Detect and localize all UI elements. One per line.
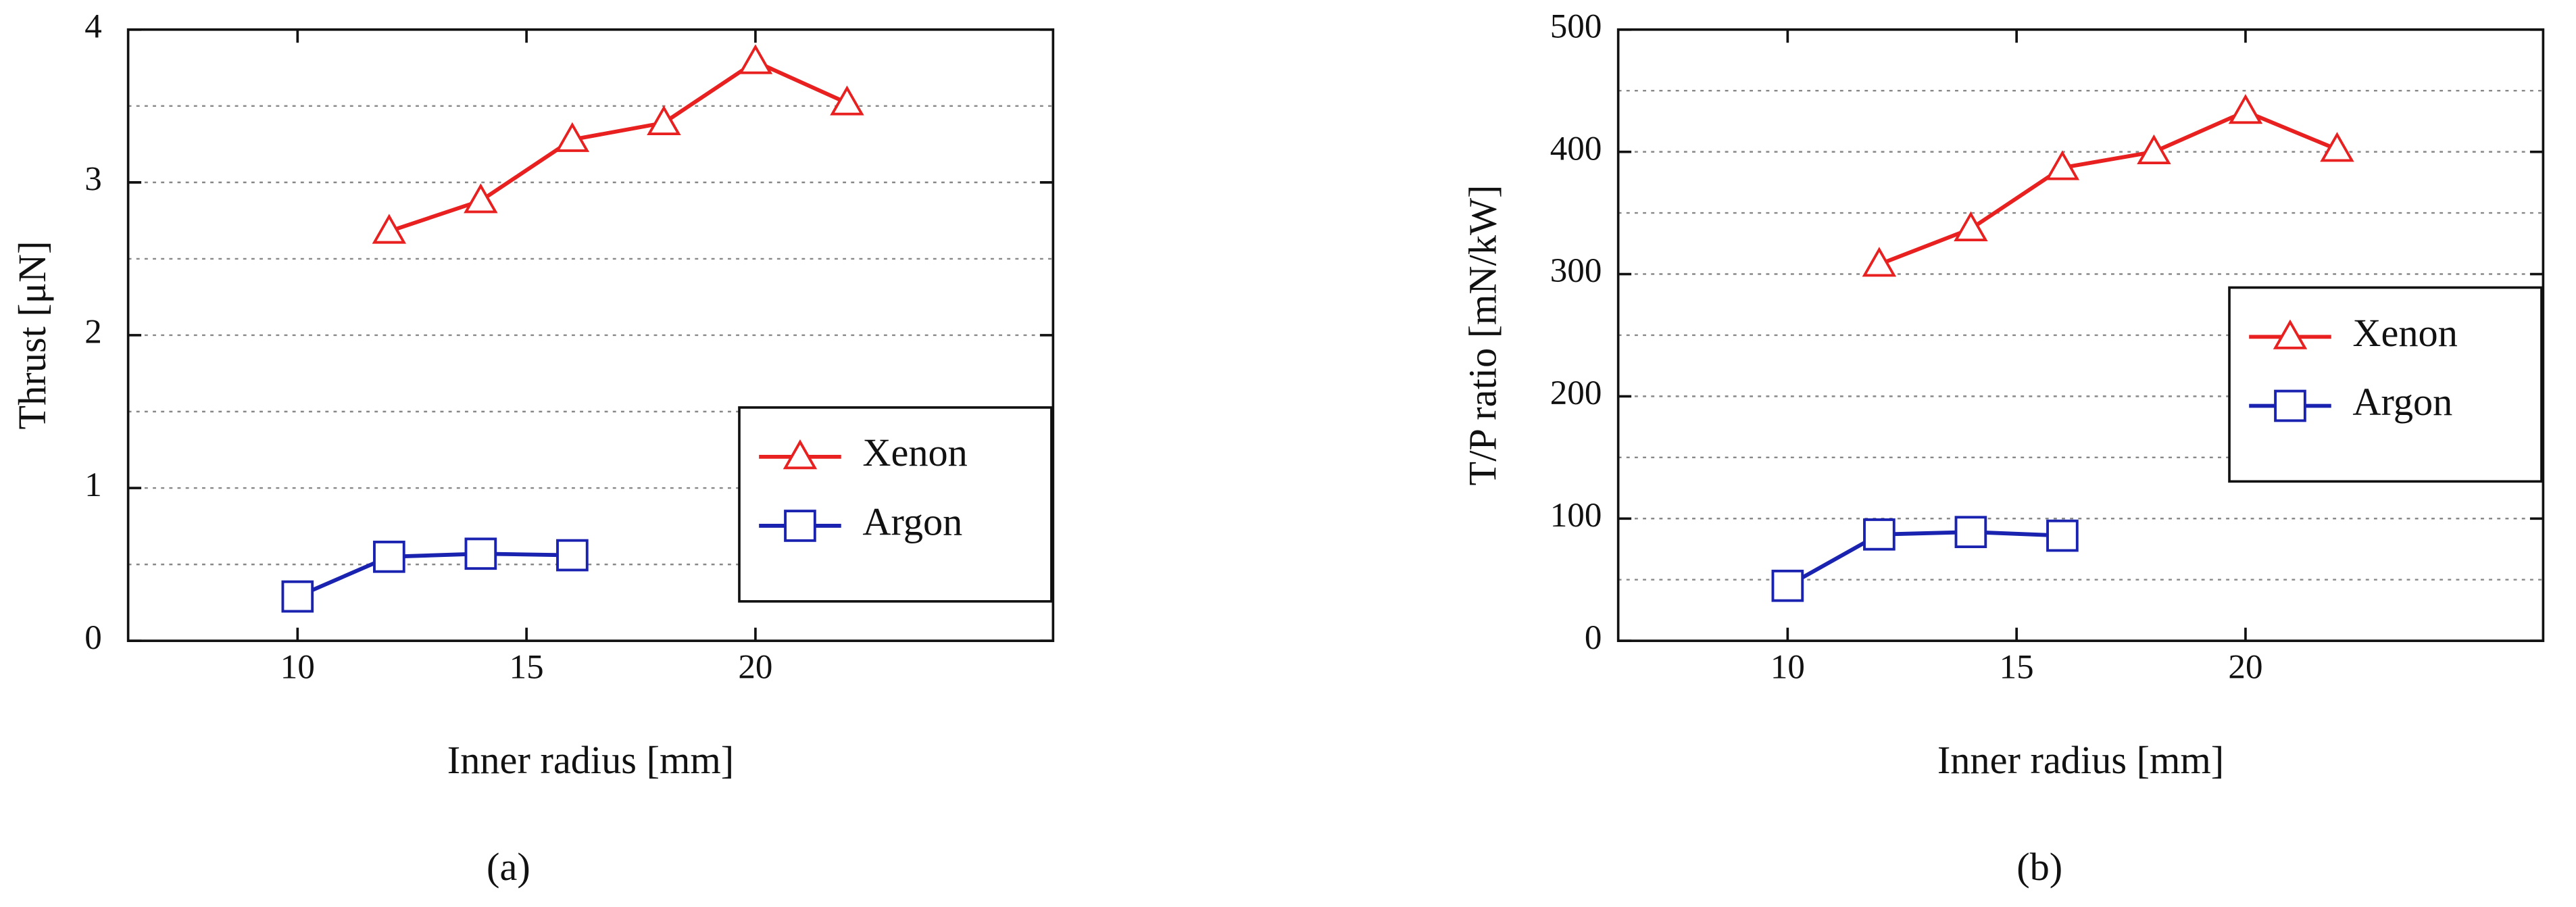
legend-box bbox=[2228, 286, 2543, 483]
y-tick-label: 100 bbox=[1550, 497, 1602, 535]
x-tick-label: 20 bbox=[2228, 649, 2262, 687]
data-point bbox=[2046, 519, 2079, 552]
legend-label: Argon bbox=[862, 499, 962, 543]
data-point bbox=[1863, 518, 1896, 551]
data-point bbox=[738, 44, 773, 74]
legend-marker bbox=[783, 439, 818, 470]
legend-label: Xenon bbox=[2352, 311, 2458, 355]
y-tick-label: 200 bbox=[1550, 374, 1602, 412]
legend: Xenon Argon bbox=[2228, 286, 2543, 483]
panel-label: (a) bbox=[487, 845, 530, 889]
data-point bbox=[647, 105, 681, 136]
legend-box bbox=[738, 406, 1053, 603]
y-tick-label: 2 bbox=[84, 314, 102, 351]
y-tick-label: 4 bbox=[84, 7, 102, 45]
data-point bbox=[2320, 132, 2354, 162]
y-tick-label: 0 bbox=[84, 619, 102, 657]
x-axis-label: Inner radius [mm] bbox=[447, 738, 734, 782]
series-line bbox=[1786, 530, 2063, 588]
data-point bbox=[555, 122, 590, 152]
x-axis-label: Inner radius [mm] bbox=[1937, 738, 2224, 782]
x-tick-label: 15 bbox=[510, 649, 544, 687]
y-tick-label: 1 bbox=[84, 466, 102, 504]
legend-marker bbox=[784, 510, 816, 542]
data-point bbox=[2137, 134, 2171, 165]
legend-label: Argon bbox=[2352, 380, 2452, 424]
data-point bbox=[556, 539, 589, 572]
data-point bbox=[1954, 211, 1988, 241]
series-line bbox=[388, 59, 848, 233]
legend-label: Xenon bbox=[862, 431, 968, 474]
x-tick-label: 15 bbox=[2000, 649, 2034, 687]
y-axis-label: T/P ratio [mN/kW] bbox=[1461, 185, 1505, 485]
y-tick-label: 0 bbox=[1585, 619, 1602, 657]
data-point bbox=[2045, 150, 2080, 180]
x-tick-label: 20 bbox=[738, 649, 772, 687]
y-tick-label: 300 bbox=[1550, 252, 1602, 290]
data-point bbox=[830, 85, 864, 116]
y-axis-label: Thrust [μN] bbox=[10, 241, 54, 429]
data-point bbox=[1862, 247, 1897, 277]
plot-frame bbox=[1616, 28, 2545, 642]
x-tick-label: 10 bbox=[280, 649, 315, 687]
legend-marker bbox=[2273, 319, 2308, 349]
data-point bbox=[464, 537, 497, 570]
data-point bbox=[372, 214, 407, 244]
x-tick-label: 10 bbox=[1770, 649, 1805, 687]
series-line bbox=[1878, 109, 2338, 266]
panel-label: (b) bbox=[2016, 845, 2062, 889]
legend: Xenon Argon bbox=[738, 406, 1053, 603]
data-point bbox=[2228, 94, 2263, 124]
data-point bbox=[1954, 516, 1987, 548]
series-line bbox=[297, 551, 572, 599]
legend-marker bbox=[2274, 389, 2306, 422]
data-point bbox=[464, 183, 498, 214]
y-tick-label: 500 bbox=[1550, 7, 1602, 45]
y-tick-label: 3 bbox=[84, 161, 102, 199]
data-point bbox=[1771, 569, 1804, 602]
data-point bbox=[281, 580, 314, 613]
y-tick-label: 400 bbox=[1550, 130, 1602, 168]
data-point bbox=[373, 540, 405, 573]
